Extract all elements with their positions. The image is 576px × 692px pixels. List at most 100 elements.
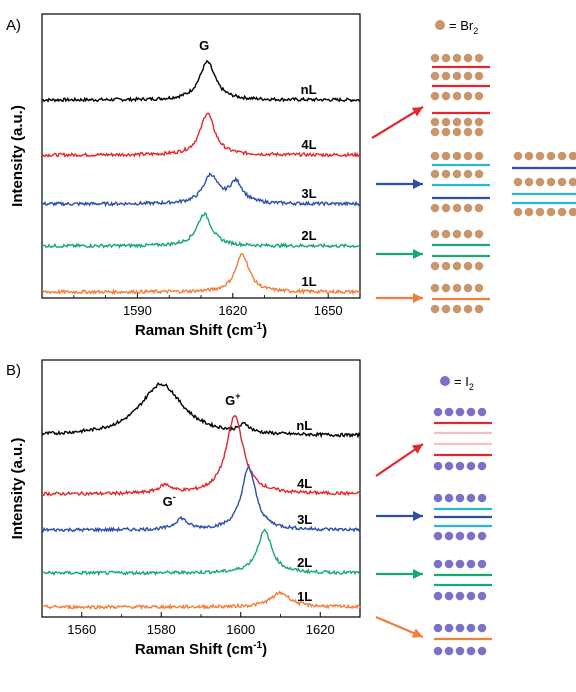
x-tick-label: 1600 xyxy=(226,622,255,637)
molecule-dot xyxy=(463,169,473,179)
series-line-1L xyxy=(41,590,361,611)
peak-label-g: G xyxy=(199,38,209,53)
molecule-dot xyxy=(455,559,465,569)
molecule-dot xyxy=(524,177,534,187)
molecule-dot xyxy=(430,71,440,81)
molecule-dot xyxy=(474,71,484,81)
molecule-dot xyxy=(568,177,576,187)
molecule-dot xyxy=(546,151,556,161)
molecule-dot xyxy=(474,151,484,161)
molecule-dot xyxy=(433,623,443,633)
molecule-dot xyxy=(524,207,534,217)
molecule-dot xyxy=(557,151,567,161)
series-label-nL: nL xyxy=(301,82,317,97)
molecule-dot xyxy=(430,151,440,161)
arrow-head-icon xyxy=(413,569,423,579)
molecule-dot xyxy=(452,304,462,314)
series-line-nL xyxy=(41,59,361,103)
molecule-dot xyxy=(477,493,487,503)
series-line-4L xyxy=(41,414,361,497)
molecule-dot xyxy=(513,177,523,187)
molecule-dot xyxy=(452,117,462,127)
molecule-dot xyxy=(430,203,440,213)
molecule-dot xyxy=(477,591,487,601)
molecule-dot xyxy=(455,461,465,471)
molecule-dot xyxy=(452,71,462,81)
arrow-head-icon xyxy=(411,107,423,117)
molecule-dot xyxy=(477,461,487,471)
molecule-dot xyxy=(441,283,451,293)
molecule-dot xyxy=(433,531,443,541)
molecule-dot xyxy=(463,229,473,239)
molecule-dot xyxy=(452,127,462,137)
molecule-dot xyxy=(444,559,454,569)
molecule-dot xyxy=(463,127,473,137)
molecule-dot xyxy=(477,407,487,417)
molecule-dot xyxy=(463,283,473,293)
molecule-dot xyxy=(474,229,484,239)
molecule-dot xyxy=(441,203,451,213)
molecule-dot xyxy=(463,304,473,314)
y-axis-label: Intensity (a.u.) xyxy=(9,438,26,540)
y-axis-label: Intensity (a.u.) xyxy=(9,105,26,207)
molecule-dot xyxy=(474,283,484,293)
molecule-dot xyxy=(474,203,484,213)
molecule-dot xyxy=(455,646,465,656)
molecule-dot xyxy=(535,177,545,187)
series-line-3L xyxy=(41,466,361,533)
peak-label-g-plus: G+ xyxy=(225,391,240,408)
molecule-dot xyxy=(535,207,545,217)
molecule-dot xyxy=(430,117,440,127)
molecule-dot xyxy=(474,127,484,137)
arrow-head-icon xyxy=(413,249,423,259)
molecule-dot xyxy=(466,623,476,633)
molecule-dot xyxy=(444,493,454,503)
molecule-dot xyxy=(474,304,484,314)
stacking-schematic xyxy=(375,407,492,656)
legend-dot-icon xyxy=(440,376,450,386)
molecule-dot xyxy=(466,493,476,503)
molecule-dot xyxy=(474,117,484,127)
molecule-dot xyxy=(441,151,451,161)
panel-label: A) xyxy=(6,17,21,34)
molecule-dot xyxy=(455,623,465,633)
molecule-dot xyxy=(474,53,484,63)
molecule-dot xyxy=(433,646,443,656)
molecule-dot xyxy=(430,169,440,179)
molecule-dot xyxy=(463,71,473,81)
stacking-schematic xyxy=(371,53,576,314)
molecule-dot xyxy=(452,261,462,271)
panel-b: 1560 1580 1600 1620 Raman Shift (cm-1) Intens… xyxy=(6,359,492,658)
molecule-dot xyxy=(452,53,462,63)
molecule-dot xyxy=(466,461,476,471)
series-label-2L: 2L xyxy=(297,555,312,570)
molecule-dot xyxy=(452,151,462,161)
x-tick-label: 1580 xyxy=(147,622,176,637)
molecule-dot xyxy=(433,591,443,601)
molecule-dot xyxy=(441,91,451,101)
x-axis-label: Raman Shift (cm-1) xyxy=(135,321,267,339)
molecule-dot xyxy=(477,646,487,656)
legend: = I2 xyxy=(440,374,474,392)
molecule-dot xyxy=(430,127,440,137)
legend-dot-icon xyxy=(435,20,445,30)
legend: = Br2 xyxy=(435,18,478,36)
molecule-dot xyxy=(441,261,451,271)
molecule-dot xyxy=(441,304,451,314)
molecule-dot xyxy=(430,53,440,63)
molecule-dot xyxy=(466,407,476,417)
x-tick-label: 1620 xyxy=(218,303,247,318)
molecule-dot xyxy=(477,623,487,633)
series-line-2L xyxy=(41,528,361,577)
series-line-2L xyxy=(41,211,361,250)
molecule-dot xyxy=(433,461,443,471)
x-tick-label: 1620 xyxy=(306,622,335,637)
molecule-dot xyxy=(430,91,440,101)
series-label-1L: 1L xyxy=(297,589,312,604)
series-label-1L: 1L xyxy=(301,274,316,289)
legend-label: = I2 xyxy=(454,374,474,392)
molecule-dot xyxy=(477,531,487,541)
molecule-dot xyxy=(444,407,454,417)
arrow-head-icon xyxy=(413,293,423,303)
molecule-dot xyxy=(455,531,465,541)
